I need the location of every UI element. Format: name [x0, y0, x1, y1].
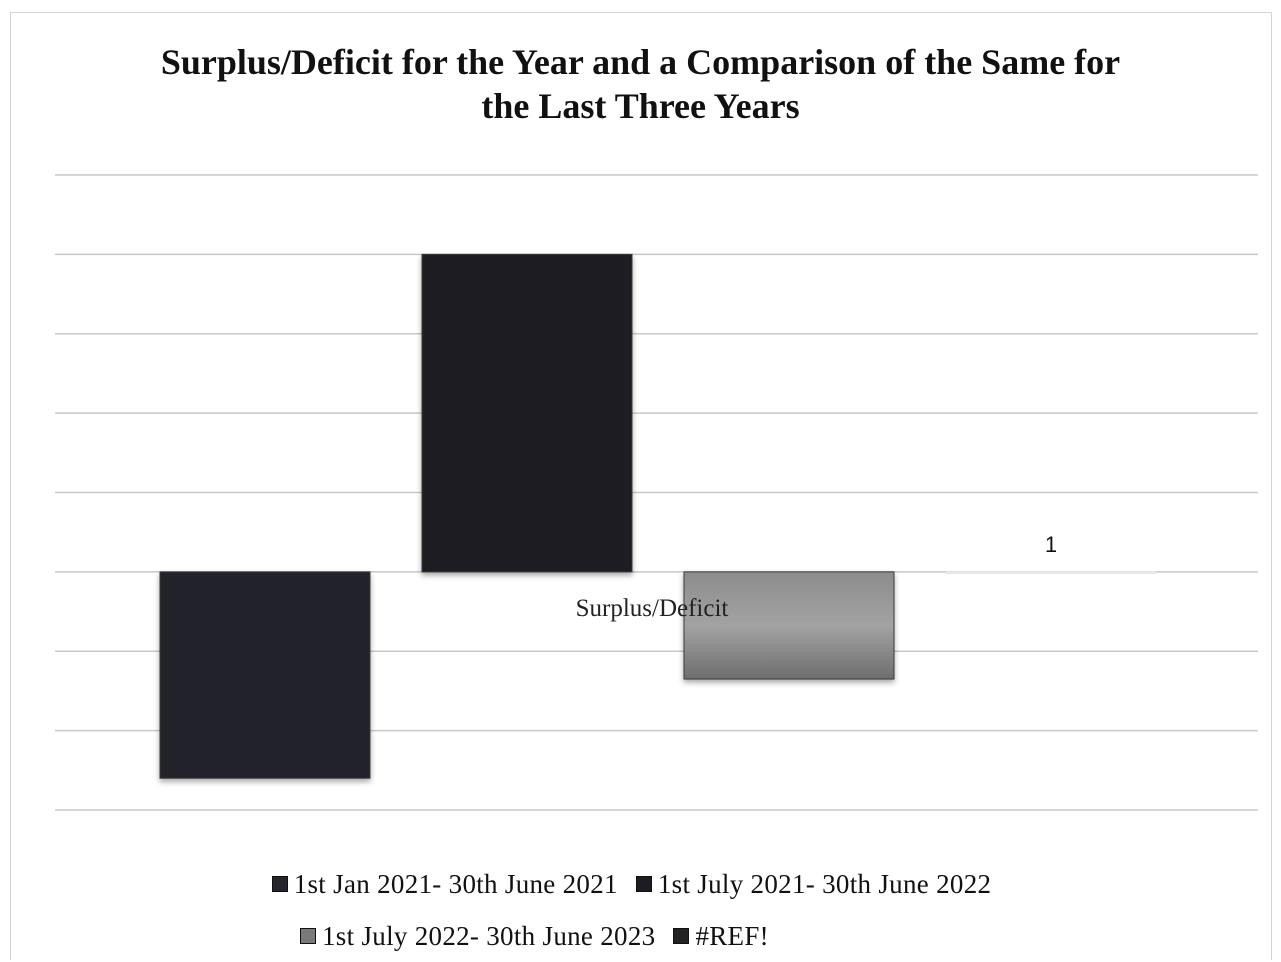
chart-title-line-2: the Last Three Years — [481, 86, 800, 126]
legend-swatch-2 — [635, 876, 652, 892]
legend-label-3: 1st July 2022- 30th June 2023 — [322, 920, 656, 951]
legend-item-series-1: 1st Jan 2021- 30th June 2021 — [271, 868, 618, 900]
bar-series-1 — [159, 571, 371, 779]
legend-label-4: #REF! — [695, 920, 769, 951]
chart-title: Surplus/Deficit for the Year and a Compa… — [0, 40, 1281, 128]
bar-series-3 — [683, 571, 895, 680]
data-label-series-4: 1 — [1045, 532, 1057, 557]
legend-item-series-2: 1st July 2021- 30th June 2022 — [635, 868, 992, 900]
legend-item-series-3: 1st July 2022- 30th June 2023 — [300, 921, 655, 952]
chart-frame — [10, 12, 1272, 960]
legend-swatch-3 — [300, 928, 316, 944]
legend-swatch-1 — [271, 876, 288, 892]
legend-label-1: 1st Jan 2021- 30th June 2021 — [293, 868, 618, 899]
legend-item-series-4: #REF! — [673, 921, 769, 952]
chart-title-line-1: Surplus/Deficit for the Year and a Compa… — [160, 42, 1121, 82]
legend-swatch-4 — [673, 928, 690, 944]
legend-label-2: 1st July 2021- 30th June 2022 — [657, 868, 992, 899]
bar-series-4 — [946, 570, 1156, 574]
legend: 1st Jan 2021- 30th June 2021 1st July 20… — [0, 858, 1281, 962]
category-label: Surplus/Deficit — [576, 595, 729, 622]
bar-series-2 — [421, 253, 633, 573]
